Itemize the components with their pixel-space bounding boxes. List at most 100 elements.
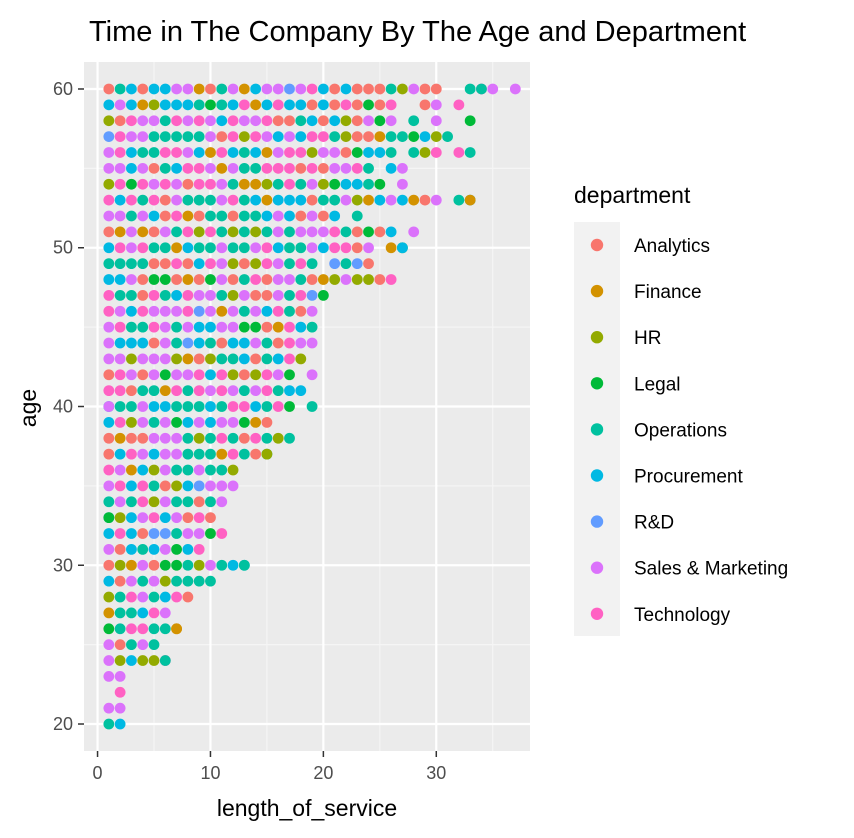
data-point: [126, 226, 137, 238]
data-point: [238, 226, 250, 238]
x-tick-label: 0: [93, 763, 103, 783]
data-point: [193, 194, 205, 206]
data-point: [306, 242, 318, 254]
data-point: [126, 543, 137, 555]
data-point: [284, 432, 295, 444]
data-point: [137, 416, 149, 428]
data-point: [329, 162, 341, 174]
data-point: [329, 131, 341, 143]
data-point: [159, 543, 171, 555]
data-point: [261, 416, 273, 428]
data-point: [261, 337, 273, 349]
data-point: [193, 353, 205, 365]
data-point: [193, 416, 205, 428]
data-point: [193, 321, 205, 333]
data-point: [385, 131, 397, 143]
data-point: [148, 242, 160, 254]
data-point: [159, 528, 171, 539]
data-point: [148, 115, 160, 127]
data-point: [103, 83, 115, 95]
data-point: [250, 83, 262, 95]
data-point: [205, 385, 216, 397]
data-point: [148, 559, 160, 571]
data-point: [103, 131, 115, 143]
data-point: [284, 83, 295, 95]
data-point: [159, 242, 171, 254]
data-point: [103, 670, 115, 682]
data-point: [272, 226, 284, 238]
data-point: [159, 432, 171, 444]
data-point: [216, 416, 228, 428]
data-point: [385, 162, 397, 174]
data-point: [171, 464, 182, 476]
data-point: [363, 194, 374, 206]
data-point: [148, 496, 160, 508]
data-point: [340, 83, 352, 95]
data-point: [250, 337, 262, 349]
data-point: [363, 274, 374, 285]
data-point: [238, 83, 250, 95]
data-point: [126, 178, 137, 190]
data-point: [171, 194, 182, 206]
data-point: [261, 162, 273, 174]
data-point: [216, 480, 228, 492]
data-point: [363, 131, 374, 143]
data-point: [148, 464, 160, 476]
data-point: [171, 432, 182, 444]
data-point: [306, 369, 318, 381]
data-point: [317, 289, 329, 301]
data-point: [238, 258, 250, 270]
data-point: [284, 353, 295, 365]
data-point: [137, 639, 149, 651]
data-point: [317, 99, 329, 111]
data-point: [261, 115, 273, 127]
data-point: [216, 337, 228, 349]
data-point: [250, 289, 262, 301]
data-point: [385, 99, 397, 111]
data-point: [272, 131, 284, 143]
data-point: [114, 464, 126, 476]
legend-label: Finance: [634, 282, 702, 303]
data-point: [159, 464, 171, 476]
data-point: [487, 83, 499, 95]
data-point: [103, 623, 115, 635]
data-point: [171, 480, 182, 492]
data-point: [306, 210, 318, 222]
data-point: [171, 147, 182, 158]
data-point: [250, 226, 262, 238]
data-point: [126, 274, 137, 285]
data-point: [114, 147, 126, 158]
data-point: [216, 559, 228, 571]
legend-key: [590, 607, 604, 620]
data-point: [205, 258, 216, 270]
data-point: [408, 226, 420, 238]
data-point: [306, 305, 318, 317]
data-point: [351, 226, 363, 238]
data-point: [171, 115, 182, 127]
data-point: [114, 702, 126, 714]
data-point: [340, 147, 352, 158]
data-point: [137, 385, 149, 397]
data-point: [284, 162, 295, 174]
data-point: [272, 401, 284, 412]
data-point: [137, 210, 149, 222]
data-point: [317, 194, 329, 206]
data-point: [159, 496, 171, 508]
data-point: [159, 226, 171, 238]
legend-key: [590, 469, 604, 482]
data-point: [103, 512, 115, 524]
data-point: [250, 242, 262, 254]
data-point: [148, 385, 160, 397]
data-point: [171, 178, 182, 190]
data-point: [171, 83, 182, 95]
data-point: [363, 83, 374, 95]
data-point: [103, 115, 115, 127]
data-point: [114, 162, 126, 174]
data-point: [250, 369, 262, 381]
data-point: [137, 496, 149, 508]
data-point: [205, 226, 216, 238]
data-point: [114, 496, 126, 508]
data-point: [171, 242, 182, 254]
data-point: [182, 274, 194, 285]
data-point: [272, 99, 284, 111]
